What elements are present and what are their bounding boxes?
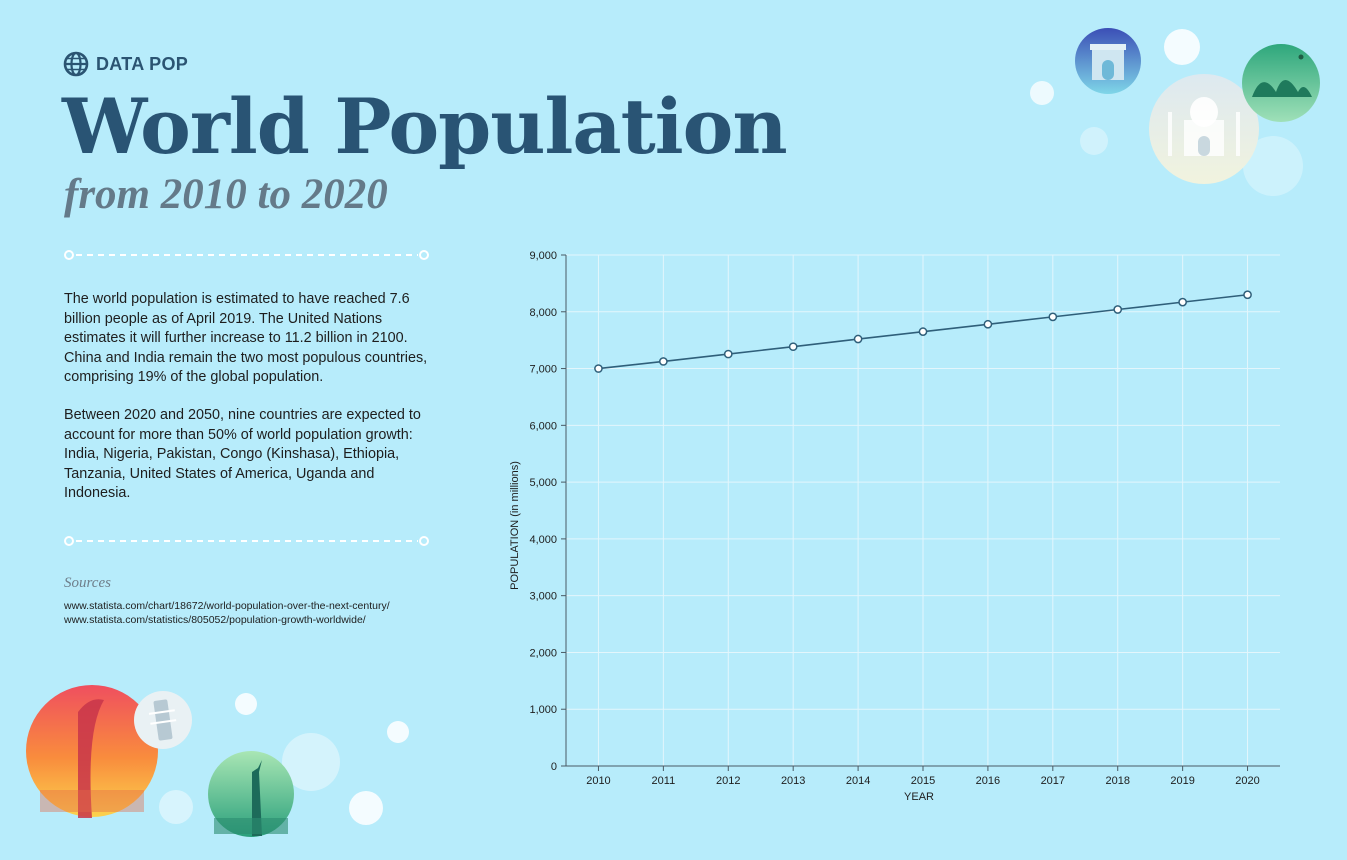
data-point[interactable] [659, 357, 668, 366]
data-point[interactable] [594, 364, 603, 373]
divider-top [64, 250, 429, 260]
y-tick-label: 4,000 [529, 534, 557, 546]
bubble [387, 721, 409, 743]
x-tick-label: 2020 [1235, 775, 1259, 787]
bubble [1080, 127, 1108, 155]
x-tick-label: 2017 [1041, 775, 1065, 787]
source-link-1[interactable]: www.statista.com/chart/18672/world-popul… [64, 600, 390, 612]
divider-bottom [64, 536, 429, 546]
growth-paragraph: Between 2020 and 2050, nine countries ar… [64, 407, 421, 502]
y-tick-label: 1,000 [529, 704, 557, 716]
data-point[interactable] [1113, 305, 1123, 314]
bubble [282, 733, 340, 791]
bubble [159, 790, 193, 824]
bubble [1243, 136, 1303, 196]
data-point[interactable] [788, 342, 798, 352]
x-tick-label: 2012 [716, 775, 740, 787]
x-tick-label: 2016 [976, 775, 1000, 787]
arc-de-triomphe-icon [1075, 28, 1141, 94]
x-tick-label: 2015 [911, 775, 935, 787]
page-title: World Population [62, 82, 788, 171]
x-tick-label: 2011 [652, 775, 676, 787]
bubble [1164, 29, 1200, 65]
brand-name: DATA POP [96, 53, 189, 74]
taj-mahal-icon [1149, 74, 1259, 184]
sydney-opera-house-icon [1242, 44, 1320, 122]
brand-logo: DATA POP [63, 51, 188, 77]
data-point[interactable] [983, 319, 993, 329]
burj-al-arab-icon [26, 685, 158, 818]
data-point[interactable] [1178, 297, 1187, 307]
x-tick-label: 2018 [1105, 775, 1129, 787]
y-tick-label: 0 [551, 761, 557, 773]
source-link-2[interactable]: www.statista.com/statistics/805052/popul… [64, 614, 366, 626]
sources-label: Sources [64, 575, 111, 591]
y-tick-label: 7,000 [529, 364, 557, 376]
bubble [235, 693, 257, 715]
globe-icon [63, 51, 89, 77]
y-tick-label: 8,000 [529, 307, 557, 319]
y-axis-label: POPULATION (in millions) [509, 461, 521, 590]
data-point[interactable] [853, 334, 863, 344]
intro-paragraph: The world population is estimated to hav… [64, 291, 428, 386]
x-tick-label: 2010 [586, 775, 610, 787]
x-axis-label: YEAR [904, 791, 934, 803]
page-subtitle: from 2010 to 2020 [64, 171, 388, 218]
statue-of-liberty-icon [208, 751, 294, 837]
y-tick-label: 5,000 [529, 477, 557, 489]
data-point[interactable] [723, 349, 733, 359]
data-point[interactable] [918, 327, 928, 337]
population-line-chart: 0 1,000 2,000 3,000 4,000 5,000 6,000 7,000 8,00… [509, 250, 1280, 803]
y-tick-label: 2,000 [529, 647, 557, 659]
y-tick-label: 6,000 [529, 420, 557, 432]
y-tick-label: 9,000 [529, 250, 557, 262]
y-tick-label: 3,000 [529, 591, 557, 603]
bubble [1030, 81, 1054, 105]
data-point[interactable] [1048, 312, 1058, 322]
x-tick-label: 2013 [781, 775, 805, 787]
leaning-tower-icon [134, 691, 192, 749]
data-point[interactable] [1243, 290, 1252, 300]
bubble [349, 791, 383, 825]
x-tick-label: 2019 [1170, 775, 1194, 787]
x-tick-label: 2014 [846, 775, 870, 787]
